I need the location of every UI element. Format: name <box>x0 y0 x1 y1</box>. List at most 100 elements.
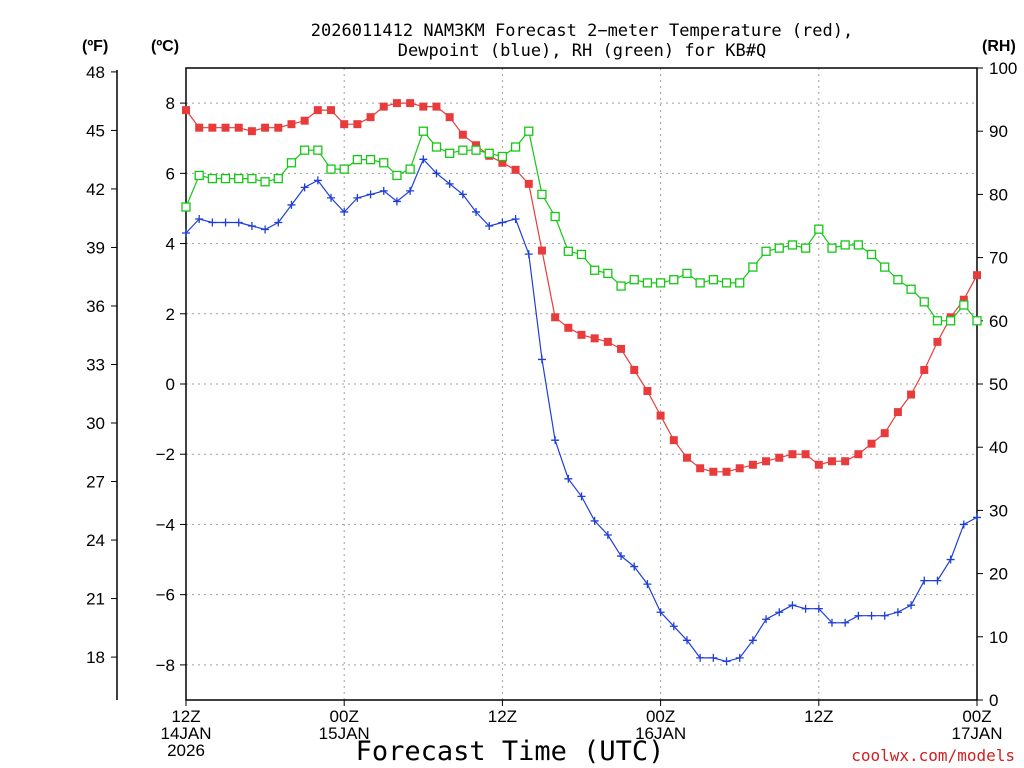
x-tick-label: 12Z <box>171 707 200 726</box>
data-point <box>655 278 666 288</box>
data-point <box>814 604 823 613</box>
data-point <box>867 439 876 448</box>
data-point <box>590 334 599 343</box>
data-point <box>774 243 784 253</box>
fahrenheit-tick-label: 36 <box>86 297 105 316</box>
data-point <box>748 262 758 272</box>
data-point <box>445 179 454 188</box>
data-point <box>761 246 771 256</box>
celsius-tick-label: 8 <box>166 94 175 113</box>
data-point <box>827 457 836 466</box>
data-series <box>181 99 982 666</box>
data-point <box>234 218 243 227</box>
data-point <box>854 450 863 459</box>
data-point <box>762 457 771 466</box>
data-point <box>379 158 389 168</box>
rh-tick-label: 10 <box>989 628 1008 647</box>
data-point <box>537 246 546 255</box>
data-point <box>709 653 718 662</box>
data-point <box>247 222 256 230</box>
data-point <box>854 611 863 620</box>
data-point <box>973 271 981 280</box>
data-point <box>274 218 283 227</box>
data-point <box>617 344 626 353</box>
data-point <box>590 265 600 275</box>
rh-tick-label: 80 <box>989 185 1008 204</box>
data-point <box>669 275 679 285</box>
data-point <box>959 295 968 304</box>
data-point <box>945 316 956 326</box>
data-point <box>353 193 362 202</box>
data-point <box>484 148 494 158</box>
celsius-tick-label: −2 <box>156 445 175 464</box>
celsius-tick-label: 0 <box>166 375 175 394</box>
data-point <box>445 113 454 122</box>
fahrenheit-tick-label: 21 <box>86 590 105 609</box>
data-point <box>524 126 534 136</box>
x-tick-label: 15JAN <box>319 724 370 743</box>
data-point <box>445 148 455 158</box>
data-point <box>867 611 876 620</box>
data-point <box>735 278 745 288</box>
data-point <box>564 323 573 332</box>
x-tick-label: 2026 <box>167 741 205 760</box>
data-point <box>247 173 257 184</box>
data-point <box>181 202 191 212</box>
data-point <box>722 467 731 476</box>
data-point <box>642 278 653 288</box>
unit-label-rh: (RH) <box>982 38 1016 55</box>
fahrenheit-tick-label: 30 <box>86 414 105 433</box>
data-point <box>603 268 613 279</box>
data-point <box>748 460 757 469</box>
unit-label-fahrenheit: (ºF) <box>82 38 108 55</box>
data-point <box>366 113 375 122</box>
data-point <box>365 154 376 165</box>
data-point <box>300 183 309 192</box>
data-point <box>669 436 678 445</box>
data-point <box>603 530 612 539</box>
data-point <box>643 580 652 589</box>
data-point <box>234 123 243 132</box>
data-point <box>616 281 626 291</box>
data-point <box>880 262 890 272</box>
fahrenheit-tick-label: 48 <box>86 63 105 82</box>
data-point <box>735 653 744 662</box>
data-point <box>261 123 270 132</box>
celsius-tick-label: 6 <box>166 164 175 183</box>
data-point <box>273 173 283 184</box>
x-tick-label: 17JAN <box>951 724 1002 743</box>
data-point <box>419 155 428 164</box>
data-point <box>841 618 850 627</box>
data-point <box>577 492 586 501</box>
data-point <box>590 516 599 525</box>
data-point <box>920 576 929 585</box>
data-point <box>669 622 678 631</box>
data-point <box>787 240 798 250</box>
data-point <box>234 173 244 184</box>
data-point <box>630 562 639 571</box>
data-point <box>827 243 837 253</box>
data-point <box>194 170 204 181</box>
rh-tick-label: 40 <box>989 438 1008 457</box>
rh-tick-label: 60 <box>989 312 1008 331</box>
data-point <box>524 179 533 188</box>
data-point <box>299 145 310 155</box>
data-point <box>458 130 467 139</box>
fahrenheit-tick-label: 27 <box>86 473 105 492</box>
data-point <box>788 450 797 459</box>
x-tick-label: 00Z <box>646 707 675 726</box>
data-point <box>841 457 850 466</box>
data-point <box>418 126 428 136</box>
series-open-square <box>181 126 982 326</box>
data-point <box>537 189 547 200</box>
data-point <box>537 355 546 364</box>
data-point <box>880 429 889 438</box>
data-point <box>617 552 626 561</box>
data-point <box>287 200 296 209</box>
data-point <box>800 243 811 253</box>
data-point <box>629 275 639 285</box>
rh-tick-label: 0 <box>989 691 998 710</box>
x-tick-label: 00Z <box>330 707 359 726</box>
data-point <box>182 229 190 238</box>
